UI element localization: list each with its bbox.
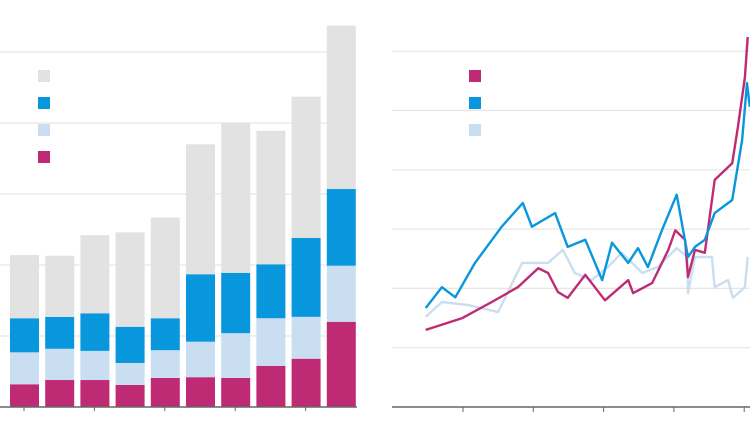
legend-swatch bbox=[38, 124, 50, 136]
bar-segment bbox=[326, 25, 356, 190]
bar-segment bbox=[115, 362, 145, 385]
bar-segment bbox=[150, 350, 180, 378]
bar-segment bbox=[326, 321, 356, 407]
line-chart bbox=[392, 36, 750, 412]
bar-segment bbox=[221, 123, 251, 273]
bar-segment bbox=[256, 365, 286, 407]
bar-segment bbox=[221, 333, 251, 378]
bar-segment bbox=[115, 326, 145, 363]
legend-swatch bbox=[38, 70, 50, 82]
bar-segment bbox=[45, 380, 75, 407]
bar-segment bbox=[10, 255, 39, 319]
bar-segment bbox=[326, 265, 356, 322]
legend-swatch bbox=[38, 151, 50, 163]
bar-segment bbox=[45, 316, 75, 349]
bar-segment bbox=[10, 318, 39, 353]
bar-segment bbox=[291, 96, 321, 239]
bar-segment bbox=[150, 318, 180, 351]
bar-segment bbox=[80, 235, 110, 314]
series-line bbox=[425, 36, 749, 332]
series-line bbox=[424, 246, 749, 318]
legend-swatch bbox=[38, 97, 50, 109]
bar-segment bbox=[115, 384, 145, 407]
bar-segment bbox=[256, 318, 286, 366]
bar-segment bbox=[10, 352, 39, 385]
bar-segment bbox=[45, 255, 75, 317]
legend-swatch bbox=[469, 97, 481, 109]
series-line bbox=[424, 82, 750, 309]
bar-segment bbox=[45, 348, 75, 381]
bar-segment bbox=[186, 144, 215, 275]
bar-segment bbox=[221, 272, 251, 334]
legend-swatch bbox=[469, 70, 481, 82]
bar-segment bbox=[256, 264, 286, 319]
bar-segment bbox=[115, 232, 145, 327]
bar-segment bbox=[291, 358, 321, 407]
bar-segment bbox=[186, 377, 215, 407]
bar-segment bbox=[80, 380, 110, 407]
bar-segment bbox=[150, 217, 180, 319]
legend-swatch bbox=[469, 124, 481, 136]
bar-segment bbox=[186, 341, 215, 378]
bar-segment bbox=[150, 377, 180, 407]
bar-segment bbox=[326, 189, 356, 266]
bar-segment bbox=[256, 130, 286, 265]
bar-segment bbox=[291, 316, 321, 359]
bar-segment bbox=[80, 350, 110, 381]
bar-segment bbox=[291, 238, 321, 317]
bar-segment bbox=[221, 377, 251, 407]
stacked-bar-chart bbox=[0, 25, 357, 411]
bar-segment bbox=[186, 274, 215, 342]
bar-segment bbox=[80, 313, 110, 351]
bar-segment bbox=[10, 384, 39, 407]
